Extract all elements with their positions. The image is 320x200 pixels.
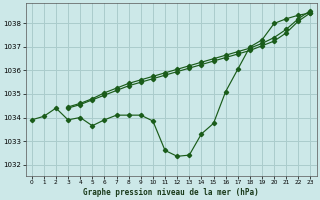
X-axis label: Graphe pression niveau de la mer (hPa): Graphe pression niveau de la mer (hPa) xyxy=(83,188,259,197)
